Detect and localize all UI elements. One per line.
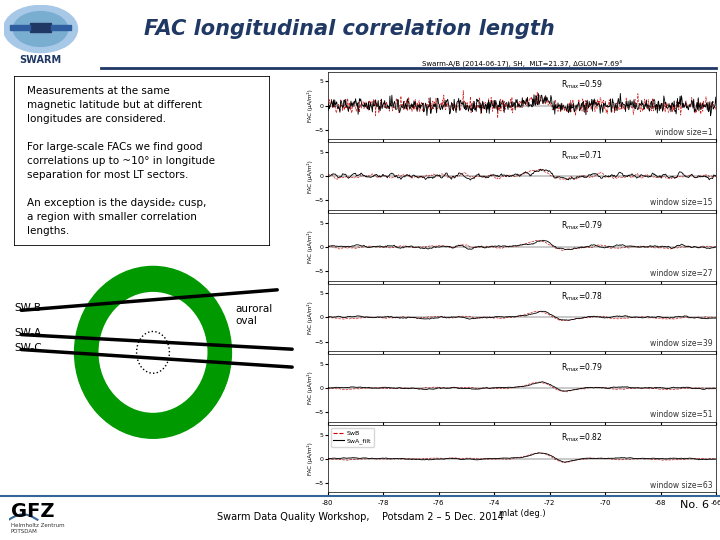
Text: Helmholtz Zentrum
POTSDAM: Helmholtz Zentrum POTSDAM [11,523,64,534]
Text: R$_{max}$=0.82: R$_{max}$=0.82 [561,432,603,444]
Circle shape [4,5,78,52]
Text: GFZ: GFZ [11,502,54,522]
Circle shape [14,11,68,46]
Y-axis label: FAC (μA/m²): FAC (μA/m²) [307,301,313,334]
Legend: SwB, SwA_filt: SwB, SwA_filt [330,428,374,447]
Text: No. 6: No. 6 [680,500,709,510]
Ellipse shape [75,266,231,438]
Text: Swarm-A/B (2014-06-17), SH,  MLT=21.37, ΔGLON=7.69°: Swarm-A/B (2014-06-17), SH, MLT=21.37, Δ… [422,60,622,68]
Text: window size=1: window size=1 [655,127,713,137]
Text: R$_{max}$=0.79: R$_{max}$=0.79 [561,361,603,374]
Y-axis label: FAC (μA/m²): FAC (μA/m²) [307,160,313,193]
Text: SW-A: SW-A [14,328,41,338]
Text: auroral
oval: auroral oval [235,304,272,326]
FancyBboxPatch shape [10,25,30,30]
Y-axis label: FAC (μA/m²): FAC (μA/m²) [307,372,313,404]
Text: R$_{max}$=0.79: R$_{max}$=0.79 [561,220,603,232]
Text: window size=51: window size=51 [650,410,713,419]
Text: SW-B: SW-B [14,302,41,313]
Text: window size=39: window size=39 [650,340,713,348]
Text: window size=15: window size=15 [650,198,713,207]
Text: window size=27: window size=27 [650,269,713,278]
Text: Measurements at the same
magnetic latitude but at different
longitudes are consi: Measurements at the same magnetic latitu… [27,86,215,236]
Y-axis label: FAC (μA/m²): FAC (μA/m²) [307,89,313,122]
FancyBboxPatch shape [51,25,71,30]
Text: Swarm Data Quality Workshop,    Potsdam 2 – 5 Dec. 2014: Swarm Data Quality Workshop, Potsdam 2 –… [217,512,503,522]
Ellipse shape [137,332,169,373]
Text: R$_{max}$=0.59: R$_{max}$=0.59 [561,78,603,91]
Ellipse shape [99,293,207,412]
Y-axis label: FAC (μA/m²): FAC (μA/m²) [307,231,313,263]
Text: R$_{max}$=0.78: R$_{max}$=0.78 [561,291,602,303]
FancyBboxPatch shape [30,23,51,32]
Text: window size=63: window size=63 [650,481,713,490]
Text: SWARM: SWARM [19,55,62,65]
Text: SW-C: SW-C [14,343,42,353]
Text: R$_{max}$=0.71: R$_{max}$=0.71 [561,149,602,161]
Text: FAC longitudinal correlation length: FAC longitudinal correlation length [144,19,554,39]
Y-axis label: FAC (μA/m²): FAC (μA/m²) [307,442,313,475]
X-axis label: mlat (deg.): mlat (deg.) [499,509,545,518]
